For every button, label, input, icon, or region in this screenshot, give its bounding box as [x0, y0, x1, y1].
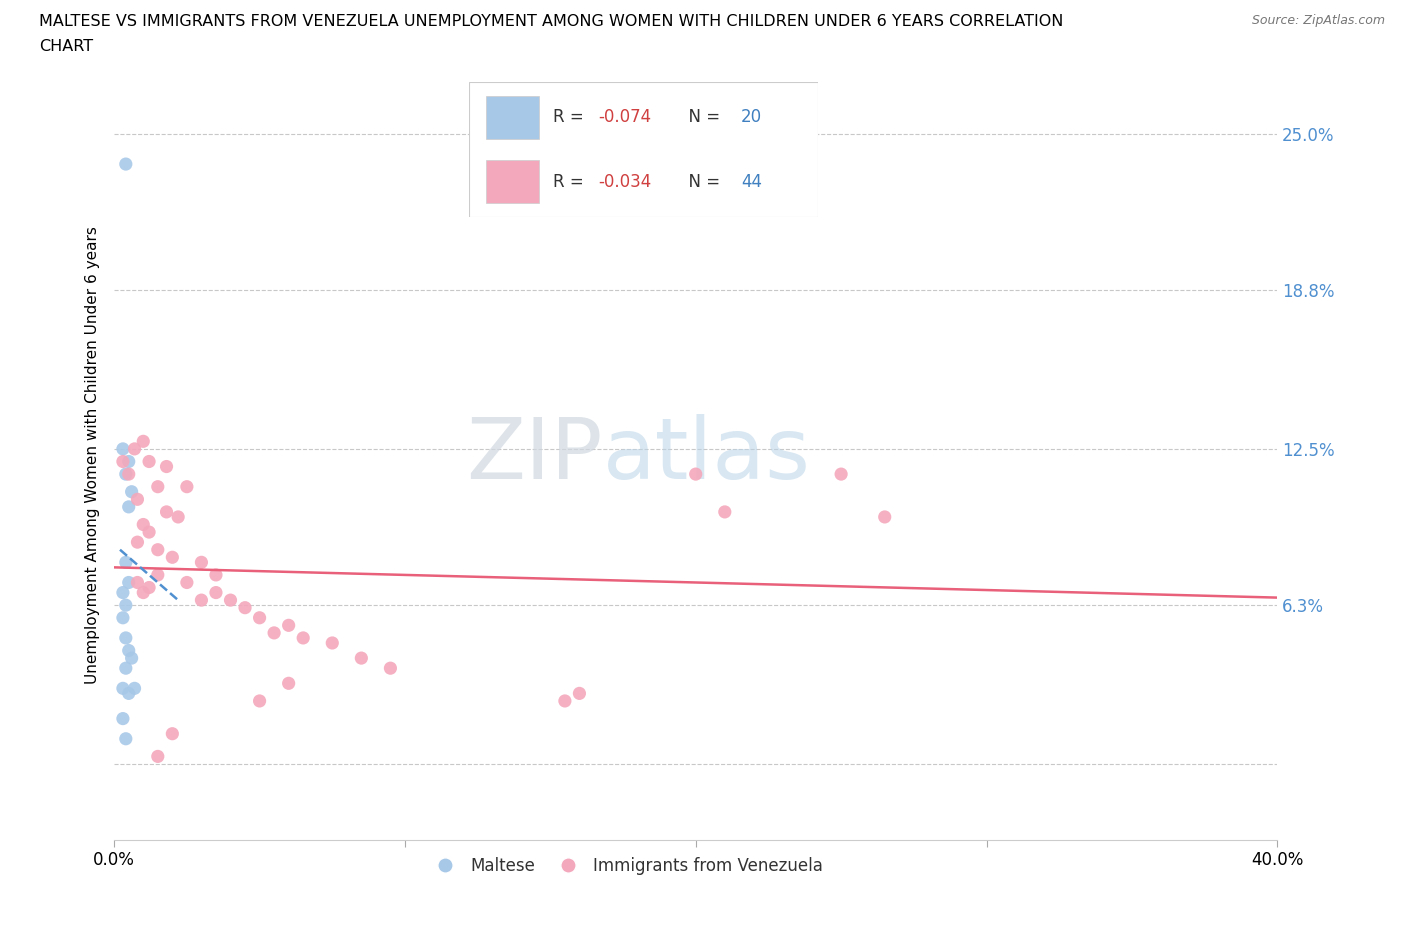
Point: [830, 467, 852, 482]
Point: [124, 442, 146, 457]
Point: [176, 479, 198, 494]
Point: [380, 660, 402, 675]
Point: [162, 550, 184, 565]
Point: [114, 598, 136, 613]
Point: [114, 631, 136, 645]
Point: [121, 485, 143, 499]
Point: [111, 610, 134, 625]
Point: [127, 492, 149, 507]
Point: [111, 711, 134, 726]
Point: [121, 651, 143, 666]
Point: [118, 499, 141, 514]
Point: [292, 631, 315, 645]
Point: [114, 467, 136, 482]
Point: [350, 651, 373, 666]
Point: [321, 635, 343, 650]
Point: [114, 156, 136, 171]
Point: [114, 660, 136, 675]
Point: [233, 600, 256, 615]
Point: [138, 525, 160, 539]
Point: [114, 731, 136, 746]
Point: [146, 567, 169, 582]
Point: [162, 726, 184, 741]
Point: [146, 749, 169, 764]
Point: [118, 644, 141, 658]
Point: [111, 585, 134, 600]
Point: [127, 575, 149, 590]
Text: CHART: CHART: [39, 39, 93, 54]
Point: [190, 592, 212, 607]
Point: [190, 555, 212, 570]
Point: [205, 585, 228, 600]
Point: [554, 694, 576, 709]
Point: [155, 459, 177, 474]
Point: [118, 575, 141, 590]
Text: ZIP: ZIP: [467, 414, 603, 497]
Y-axis label: Unemployment Among Women with Children Under 6 years: Unemployment Among Women with Children U…: [86, 226, 100, 684]
Point: [118, 467, 141, 482]
Text: MALTESE VS IMMIGRANTS FROM VENEZUELA UNEMPLOYMENT AMONG WOMEN WITH CHILDREN UNDE: MALTESE VS IMMIGRANTS FROM VENEZUELA UNE…: [39, 14, 1064, 29]
Point: [568, 686, 591, 701]
Point: [249, 694, 271, 709]
Point: [167, 510, 190, 525]
Point: [111, 454, 134, 469]
Point: [118, 686, 141, 701]
Point: [146, 479, 169, 494]
Point: [277, 618, 299, 632]
Text: atlas: atlas: [603, 414, 811, 497]
Point: [132, 517, 155, 532]
Text: Source: ZipAtlas.com: Source: ZipAtlas.com: [1251, 14, 1385, 27]
Point: [124, 681, 146, 696]
Point: [138, 454, 160, 469]
Point: [176, 575, 198, 590]
Point: [111, 681, 134, 696]
Point: [205, 567, 228, 582]
Point: [249, 610, 271, 625]
Point: [714, 504, 737, 519]
Point: [277, 676, 299, 691]
Point: [132, 434, 155, 449]
Point: [263, 626, 285, 641]
Point: [219, 592, 242, 607]
Point: [685, 467, 707, 482]
Point: [873, 510, 896, 525]
Point: [138, 580, 160, 595]
Point: [118, 454, 141, 469]
Legend: Maltese, Immigrants from Venezuela: Maltese, Immigrants from Venezuela: [422, 850, 830, 882]
Point: [146, 542, 169, 557]
Point: [114, 555, 136, 570]
Point: [127, 535, 149, 550]
Point: [132, 585, 155, 600]
Point: [155, 504, 177, 519]
Point: [111, 442, 134, 457]
